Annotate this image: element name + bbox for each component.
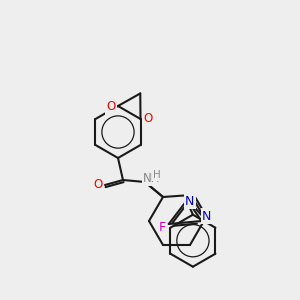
Text: NH: NH — [143, 172, 161, 184]
Text: N: N — [202, 209, 211, 223]
Text: O: O — [93, 178, 103, 191]
Text: O: O — [143, 112, 152, 124]
Text: O: O — [106, 100, 116, 113]
Text: N: N — [185, 195, 195, 208]
Text: H: H — [153, 170, 161, 180]
Text: F: F — [159, 221, 166, 234]
